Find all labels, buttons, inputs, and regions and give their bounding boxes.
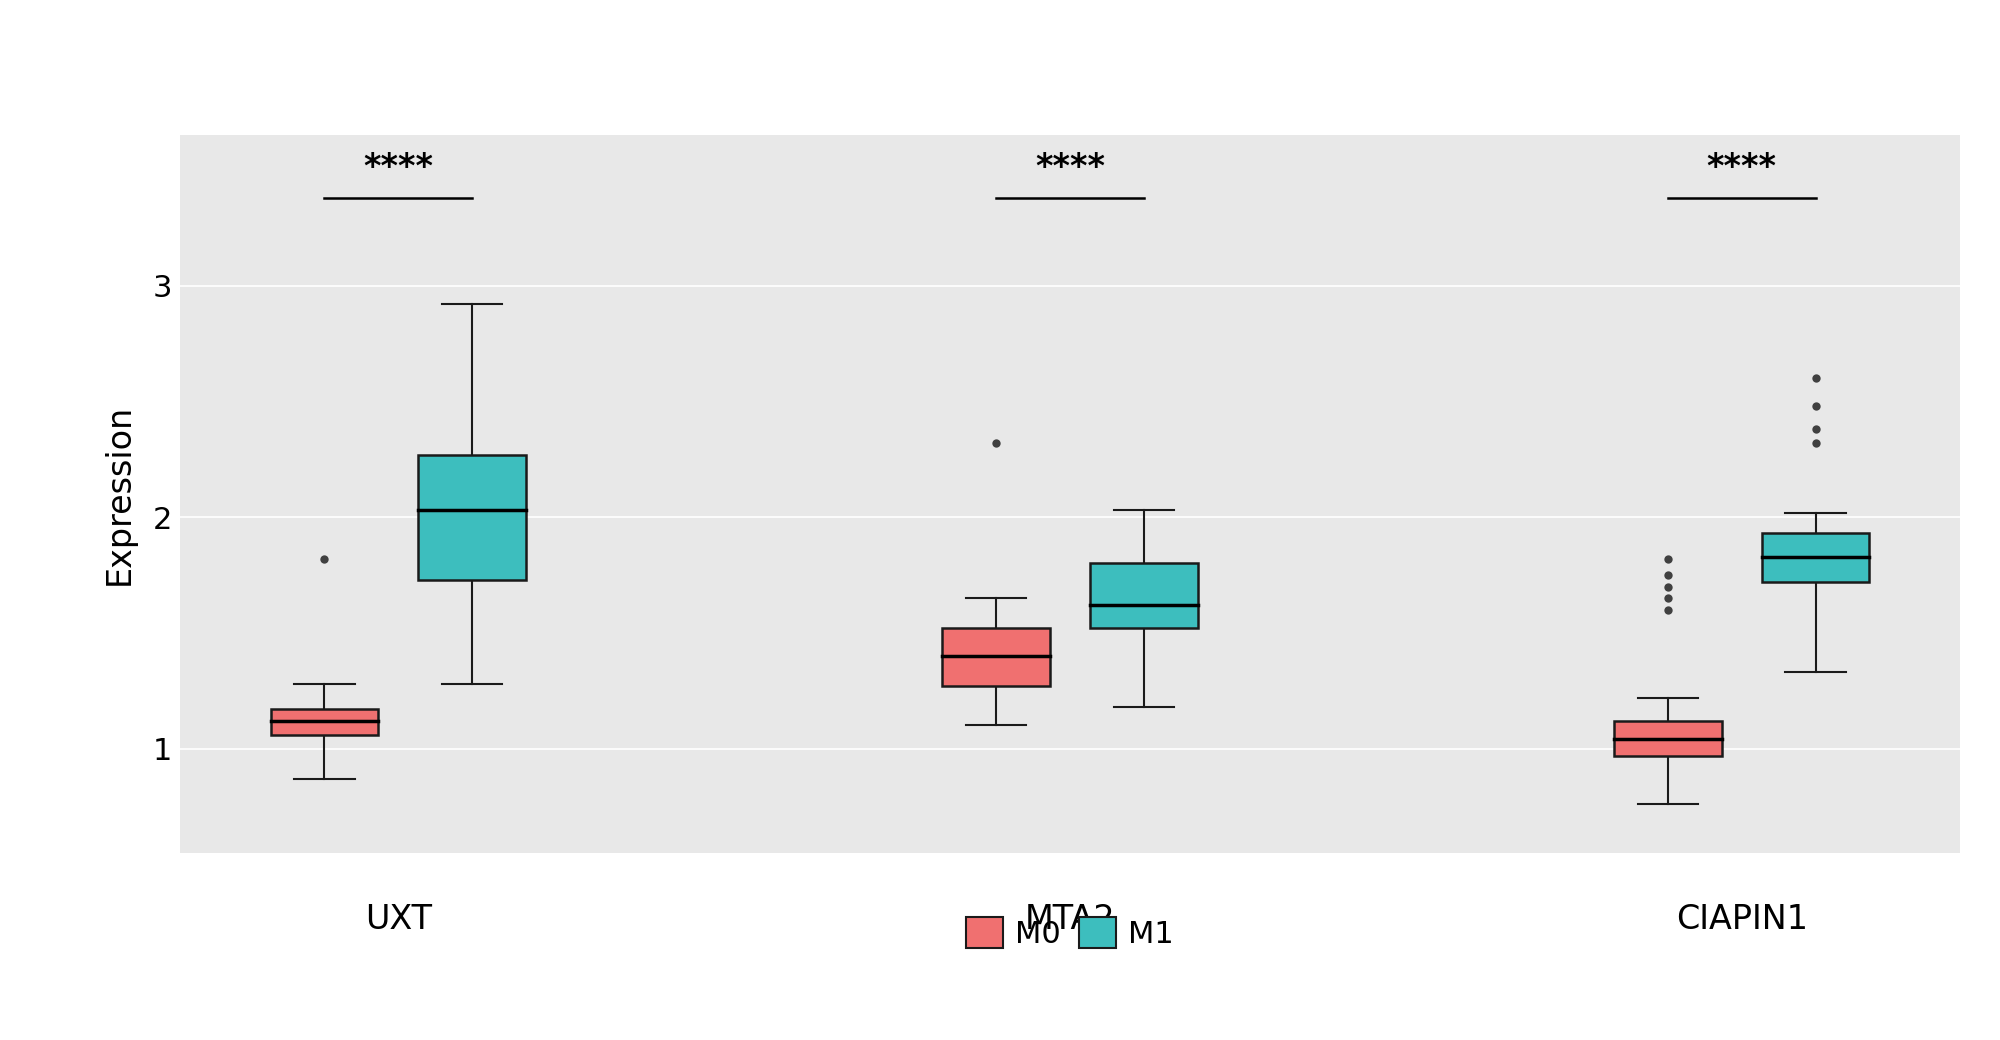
Bar <box>418 454 526 579</box>
Text: ****: **** <box>364 151 434 184</box>
Text: ****: **** <box>1034 151 1104 184</box>
Bar <box>270 709 378 734</box>
Y-axis label: Expression: Expression <box>102 404 136 584</box>
Bar <box>1614 721 1722 756</box>
Bar <box>1762 534 1870 582</box>
Text: ****: **** <box>1706 151 1776 184</box>
Text: CIAPIN1: CIAPIN1 <box>1676 903 1808 936</box>
Legend: M0, M1: M0, M1 <box>966 917 1174 948</box>
Bar <box>1090 564 1198 628</box>
Bar <box>942 628 1050 686</box>
Text: MTA2: MTA2 <box>1024 903 1116 936</box>
Text: UXT: UXT <box>364 903 432 936</box>
